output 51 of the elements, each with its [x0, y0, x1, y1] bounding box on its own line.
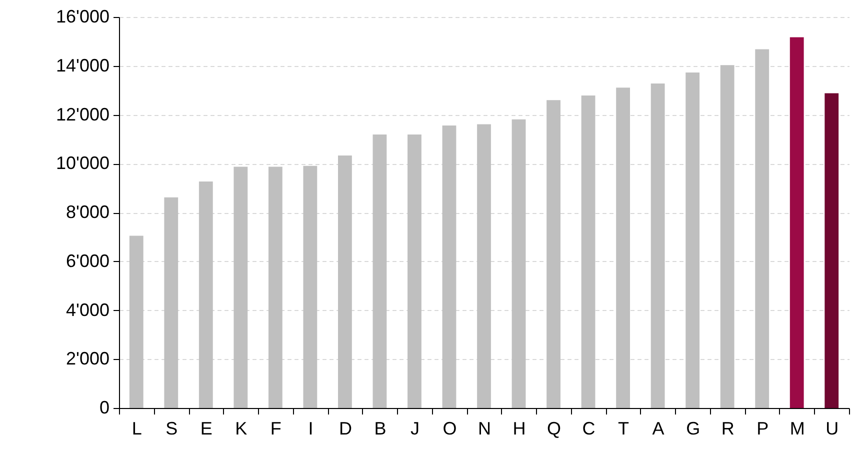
bar [164, 197, 178, 408]
y-tick-label: 4'000 [66, 300, 110, 320]
x-tick-label: J [410, 418, 420, 438]
x-tick-label: O [442, 418, 457, 438]
y-tick-label: 10'000 [56, 153, 110, 174]
x-tick-label: L [132, 418, 142, 438]
x-tick-label: B [374, 418, 386, 438]
bar [477, 124, 491, 408]
y-tick-label: 0 [99, 398, 110, 418]
x-tick-label: K [235, 418, 248, 438]
x-tick-label: T [618, 418, 630, 438]
bar [650, 83, 665, 408]
bar [408, 134, 422, 408]
bar [686, 72, 700, 408]
x-tick-label: E [200, 418, 212, 438]
x-tick-label: G [686, 418, 700, 438]
y-tick-label: 16'000 [56, 6, 110, 26]
x-tick-label: A [652, 418, 664, 438]
x-tick-label: P [756, 418, 769, 438]
bar [372, 134, 387, 408]
bar [442, 126, 456, 408]
bar [824, 93, 839, 408]
x-tick-label: U [826, 418, 839, 438]
bar [512, 119, 526, 408]
x-tick-label: F [270, 418, 282, 438]
bar [198, 181, 213, 408]
y-tick-label: 12'000 [56, 104, 110, 124]
x-tick-label: Q [547, 418, 562, 438]
x-tick-label: R [721, 418, 734, 438]
bar [755, 49, 770, 408]
bar [616, 88, 630, 408]
y-tick-label: 6'000 [66, 250, 110, 271]
bar [720, 65, 734, 408]
x-tick-label: H [512, 418, 526, 438]
x-tick-label: N [478, 418, 491, 438]
x-tick-label: C [582, 418, 596, 438]
x-tick-label: S [166, 418, 178, 438]
y-tick-label: 8'000 [66, 202, 110, 222]
bar [303, 166, 318, 408]
bar [268, 166, 282, 408]
bar [546, 100, 560, 408]
bar [790, 37, 804, 408]
bar [234, 166, 248, 408]
bar [581, 95, 596, 408]
x-tick-label: D [338, 418, 352, 438]
bar [338, 156, 352, 408]
bar [129, 236, 144, 408]
x-tick-label: I [308, 418, 314, 438]
y-tick-label: 2'000 [66, 348, 110, 369]
x-tick-label: M [790, 418, 805, 438]
y-tick-label: 14'000 [56, 55, 110, 76]
